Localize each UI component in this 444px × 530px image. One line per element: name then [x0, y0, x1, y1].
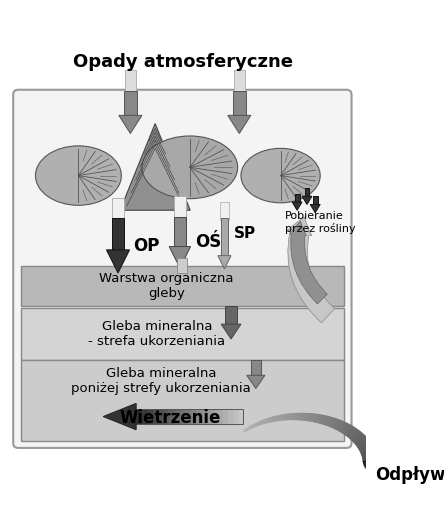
- Bar: [251, 360, 261, 375]
- Bar: [227, 409, 234, 424]
- Polygon shape: [107, 250, 130, 273]
- Bar: [174, 196, 186, 219]
- Text: Wietrzenie: Wietrzenie: [120, 409, 221, 427]
- Bar: [222, 409, 228, 424]
- Ellipse shape: [142, 136, 238, 199]
- Ellipse shape: [241, 148, 320, 203]
- Bar: [305, 188, 309, 196]
- Bar: [20, 360, 344, 441]
- Bar: [168, 409, 174, 424]
- Bar: [206, 409, 212, 424]
- Bar: [124, 91, 137, 116]
- Polygon shape: [120, 123, 190, 210]
- Polygon shape: [103, 403, 136, 430]
- Text: OŚ: OŚ: [195, 233, 221, 251]
- Bar: [163, 409, 169, 424]
- Text: Warstwa organiczna
gleby: Warstwa organiczna gleby: [99, 272, 234, 300]
- FancyBboxPatch shape: [13, 90, 352, 448]
- Bar: [179, 409, 185, 424]
- Bar: [211, 409, 218, 424]
- Bar: [136, 409, 143, 424]
- Polygon shape: [119, 116, 142, 134]
- Bar: [225, 306, 237, 324]
- Text: SP: SP: [234, 226, 257, 241]
- Bar: [147, 409, 153, 424]
- Bar: [125, 70, 136, 99]
- Ellipse shape: [36, 146, 121, 205]
- Bar: [112, 198, 124, 221]
- Bar: [20, 267, 344, 306]
- Bar: [201, 409, 207, 424]
- Bar: [234, 70, 245, 99]
- Bar: [142, 409, 148, 424]
- Bar: [20, 307, 344, 360]
- Bar: [238, 409, 244, 424]
- Bar: [233, 91, 246, 116]
- Polygon shape: [310, 205, 320, 213]
- Bar: [136, 409, 243, 424]
- Text: Gleba mineralna
poniżej strefy ukorzeniania: Gleba mineralna poniżej strefy ukorzenia…: [71, 367, 251, 395]
- Bar: [217, 409, 223, 424]
- Polygon shape: [221, 324, 241, 339]
- Bar: [152, 409, 159, 424]
- Bar: [184, 409, 190, 424]
- Polygon shape: [218, 255, 231, 269]
- Bar: [158, 409, 164, 424]
- Text: Pobieranie
przez rośliny: Pobieranie przez rośliny: [285, 211, 355, 234]
- Text: OP: OP: [133, 237, 159, 255]
- Text: Opady atmosferyczne: Opady atmosferyczne: [73, 52, 293, 70]
- Bar: [313, 196, 318, 205]
- FancyArrowPatch shape: [287, 217, 335, 323]
- Polygon shape: [169, 246, 190, 268]
- Text: Odpływ: Odpływ: [375, 466, 444, 484]
- FancyArrowPatch shape: [290, 221, 327, 304]
- Bar: [221, 218, 228, 255]
- Text: Gleba mineralna
- strefa ukorzeniania: Gleba mineralna - strefa ukorzeniania: [88, 320, 226, 348]
- Bar: [295, 194, 300, 202]
- Bar: [367, 459, 375, 461]
- Polygon shape: [363, 461, 380, 476]
- Polygon shape: [302, 196, 312, 205]
- Bar: [190, 409, 196, 424]
- Polygon shape: [228, 116, 251, 134]
- Bar: [220, 202, 229, 220]
- Polygon shape: [247, 375, 265, 388]
- Bar: [233, 409, 239, 424]
- Bar: [174, 409, 180, 424]
- Bar: [195, 409, 202, 424]
- Bar: [177, 258, 186, 273]
- Polygon shape: [292, 202, 302, 210]
- Bar: [112, 218, 124, 250]
- Bar: [174, 217, 186, 246]
